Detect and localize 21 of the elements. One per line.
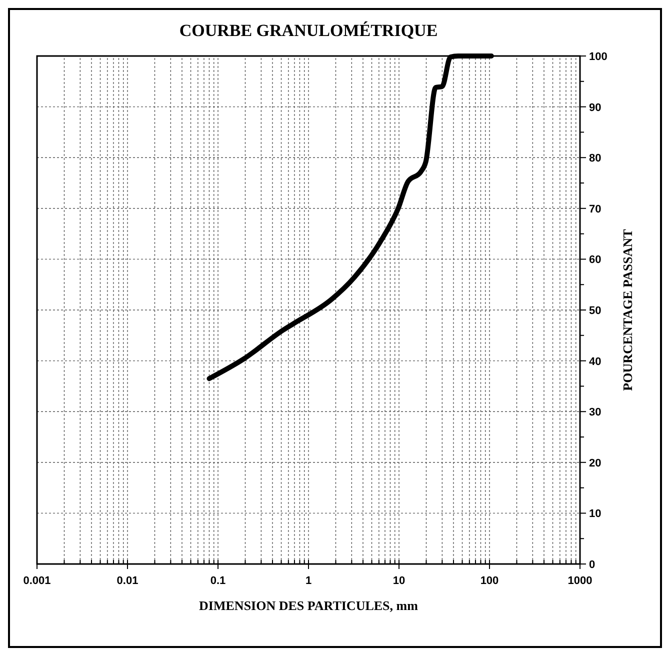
y-tick-label: 100: [589, 51, 608, 63]
y-tick-label: 10: [589, 508, 602, 520]
y-tick-label: 0: [589, 559, 596, 571]
y-axis-title: POURCENTAGE PASSANT: [620, 228, 635, 391]
chart-title: COURBE GRANULOMÉTRIQUE: [179, 21, 438, 40]
x-tick-label: 1: [305, 575, 312, 587]
y-tick-label: 70: [589, 203, 602, 216]
y-tick-label: 80: [589, 152, 602, 165]
x-tick-label: 10: [392, 575, 406, 587]
y-tick-label: 20: [589, 457, 602, 470]
y-tick-label: 50: [589, 305, 602, 317]
y-tick-label: 30: [589, 406, 602, 419]
x-tick-label: 0.1: [210, 575, 226, 587]
x-tick-label: 1000: [568, 575, 592, 587]
y-tick-label: 90: [589, 102, 602, 114]
y-tick-label: 60: [589, 254, 602, 266]
x-tick-label: 100: [480, 575, 499, 587]
y-tick-label: 40: [589, 356, 602, 368]
x-tick-label: 0.001: [23, 575, 51, 587]
x-axis-title: DIMENSION DES PARTICULES, mm: [199, 598, 418, 613]
x-tick-label: 0.01: [116, 575, 138, 587]
